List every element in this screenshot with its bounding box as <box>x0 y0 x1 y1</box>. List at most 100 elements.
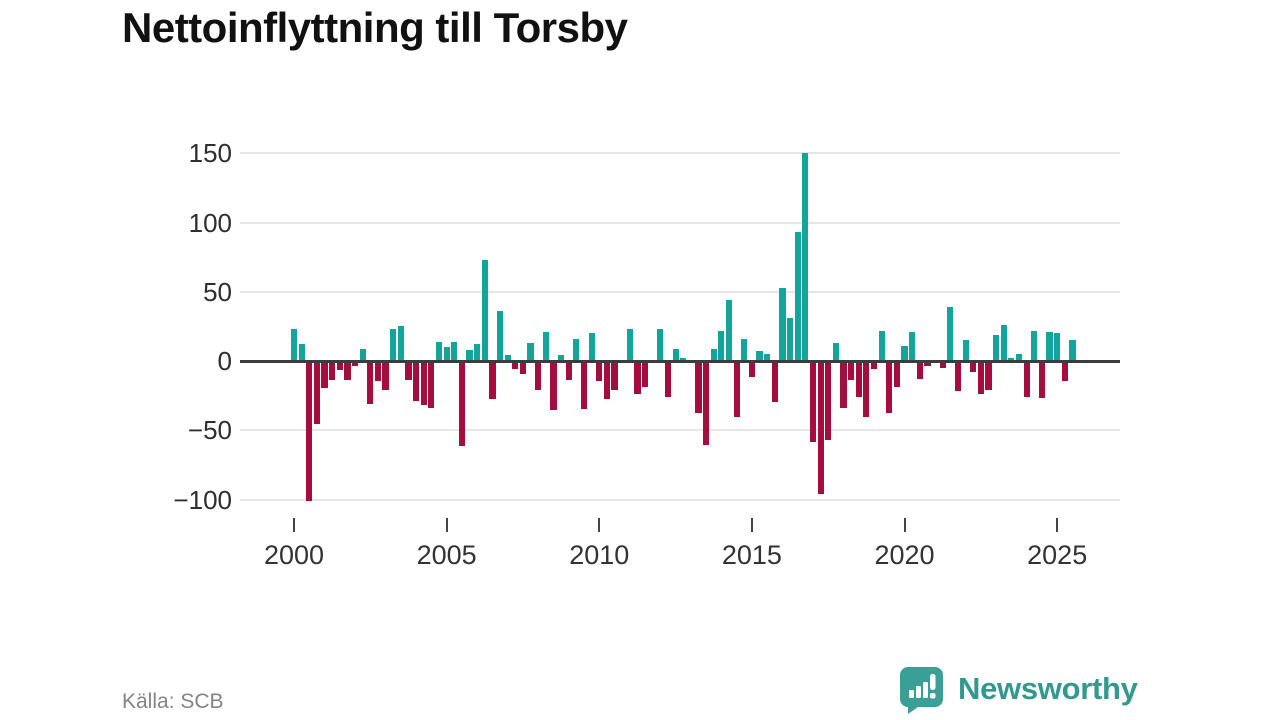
bar-2024q2 <box>1031 330 1038 361</box>
bar-2023q4 <box>1015 354 1023 361</box>
bar-2021q4 <box>954 362 962 392</box>
bar-2017q1 <box>809 362 817 443</box>
bar-2003q4 <box>405 362 412 380</box>
gridline-50 <box>240 290 1120 293</box>
x-axis-label-2015: 2015 <box>721 540 782 570</box>
bar-2000q2 <box>298 344 305 361</box>
bar-2007q1 <box>504 355 511 361</box>
y-axis-label--50: −50 <box>187 415 232 446</box>
bar-2019q1 <box>870 362 878 369</box>
bar-2007q4 <box>527 342 534 361</box>
source-label: Källa: SCB <box>122 690 224 713</box>
x-axis-tick-2020 <box>903 518 906 532</box>
bar-2015q3 <box>764 354 771 361</box>
bar-2006q4 <box>496 311 504 361</box>
bar-2022q3 <box>977 362 984 394</box>
bar-2002q2 <box>359 348 366 361</box>
bar-2004q4 <box>435 341 443 361</box>
bar-2010q2 <box>603 362 610 400</box>
x-axis-tick-2000 <box>293 518 295 532</box>
x-axis-tick-2005 <box>445 518 448 532</box>
gridline-150 <box>240 152 1120 155</box>
bar-2020q3 <box>916 362 923 379</box>
bar-2001q4 <box>344 362 351 380</box>
x-axis-label-2020: 2020 <box>874 540 935 570</box>
bar-2002q3 <box>367 362 374 404</box>
bar-2014q3 <box>733 362 740 418</box>
bar-2016q1 <box>779 287 786 361</box>
bar-2009q3 <box>580 362 588 410</box>
newsworthy-speech-bubble-chart-icon <box>898 665 945 714</box>
newsworthy-logo: Newsworthy <box>898 664 1178 714</box>
bar-2021q3 <box>947 306 954 361</box>
bar-2020q1 <box>901 345 908 361</box>
bar-2011q2 <box>634 362 641 394</box>
bar-2009q1 <box>565 362 572 380</box>
bar-2002q1 <box>351 362 359 367</box>
bar-2014q2 <box>725 300 733 361</box>
bar-2018q2 <box>848 362 855 380</box>
bar-2001q2 <box>329 362 336 380</box>
bar-2014q4 <box>741 338 748 361</box>
bar-2022q4 <box>985 362 992 390</box>
bar-2023q2 <box>1000 324 1007 361</box>
bar-2019q2 <box>878 330 885 361</box>
bar-2024q4 <box>1046 331 1053 361</box>
gridline--50 <box>240 429 1120 432</box>
bar-2001q1 <box>321 362 328 389</box>
bar-2009q4 <box>588 333 595 361</box>
bar-2019q3 <box>886 362 893 414</box>
gridline--100 <box>240 498 1120 501</box>
bar-2015q4 <box>771 362 778 403</box>
bar-2007q2 <box>512 362 519 369</box>
y-axis-label-0: 0 <box>217 346 232 376</box>
y-axis-label--100: −100 <box>173 484 232 515</box>
bar-2003q2 <box>390 329 397 361</box>
bar-2006q1 <box>474 344 481 361</box>
x-axis-tick-2015 <box>750 518 753 532</box>
x-axis-label-2000: 2000 <box>263 540 325 570</box>
bar-2018q1 <box>840 362 847 408</box>
bar-2000q1 <box>290 329 298 361</box>
bar-2005q4 <box>466 349 473 361</box>
bar-2008q4 <box>558 355 565 361</box>
bar-2000q3 <box>306 362 313 501</box>
bar-2012q3 <box>672 348 679 361</box>
bar-2023q1 <box>993 334 1000 361</box>
bar-2013q2 <box>695 362 702 414</box>
gridline-100 <box>240 221 1120 224</box>
x-axis-label-2005: 2005 <box>416 540 477 570</box>
bar-2005q3 <box>458 362 465 447</box>
bar-2006q3 <box>489 362 496 400</box>
bar-2002q4 <box>374 362 382 382</box>
bar-2010q1 <box>596 362 603 382</box>
y-axis-label-100: 100 <box>188 207 232 238</box>
x-axis-tick-2025 <box>1056 518 1059 532</box>
bar-2017q2 <box>817 362 824 494</box>
bar-2005q1 <box>443 347 450 361</box>
bar-2000q4 <box>313 362 320 425</box>
bar-2013q4 <box>710 348 717 361</box>
bar-2019q4 <box>893 362 900 387</box>
bar-2015q2 <box>756 351 763 361</box>
bar-2008q2 <box>542 331 549 361</box>
bar-2018q3 <box>855 362 862 397</box>
bar-2014q1 <box>718 330 725 361</box>
y-axis-label-150: 150 <box>188 138 232 169</box>
bar-2007q3 <box>519 362 527 375</box>
bar-2025q3 <box>1069 340 1076 361</box>
bar-2003q3 <box>397 326 404 361</box>
bar-2001q3 <box>336 362 343 371</box>
bar-2016q3 <box>794 232 801 361</box>
bar-2020q4 <box>924 362 931 367</box>
chart-title: Nettoinflyttning till Torsby <box>122 4 628 51</box>
bar-2015q1 <box>748 362 755 378</box>
zero-line <box>240 359 1120 363</box>
bar-2018q4 <box>863 362 870 418</box>
bar-2016q2 <box>786 318 794 361</box>
y-axis-label-50: 50 <box>203 276 232 307</box>
bar-2017q4 <box>832 342 839 361</box>
bar-2011q3 <box>641 362 649 387</box>
bar-2025q1 <box>1054 333 1061 361</box>
